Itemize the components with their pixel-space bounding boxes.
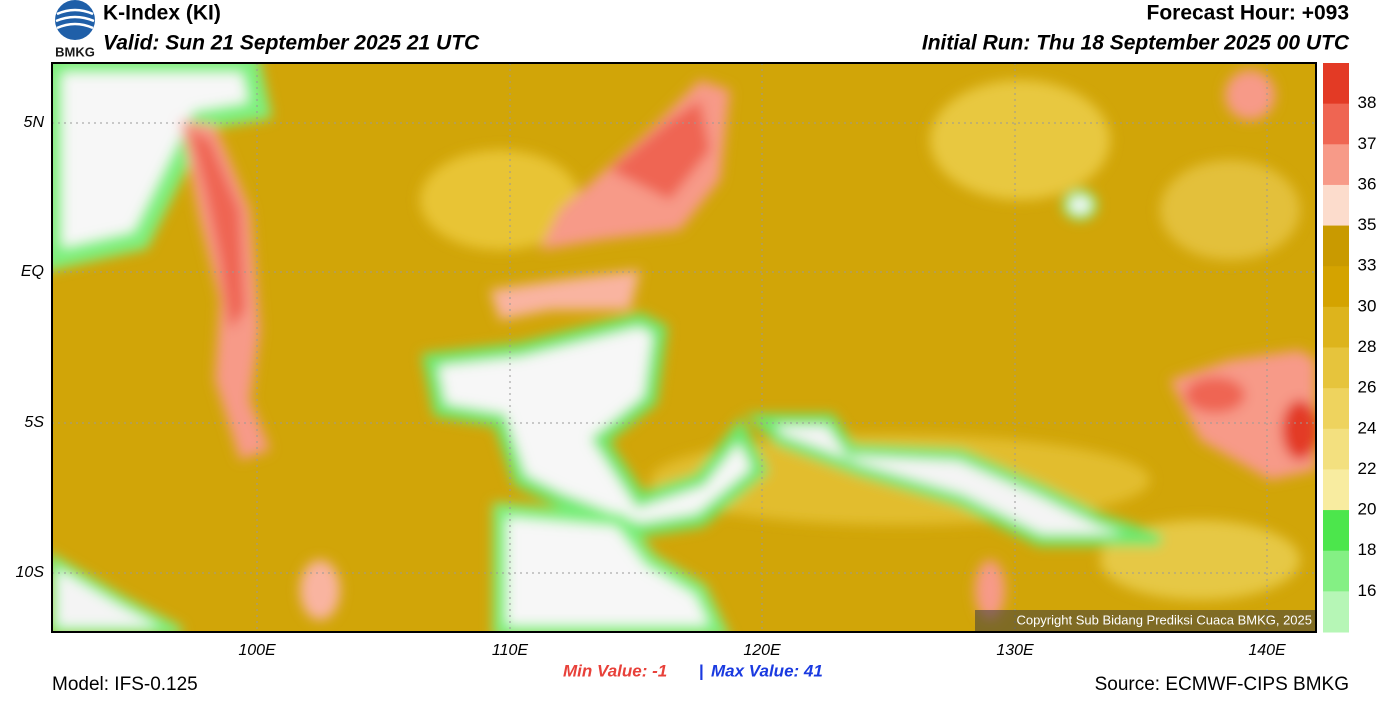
map-frame (51, 62, 1317, 633)
colorbar-band (1323, 550, 1349, 592)
colorbar-label: 22 (1358, 459, 1377, 478)
separator: | (699, 661, 704, 680)
graticule: 5N EQ 5S 10S 100E 110E 120E 130E 140E (16, 63, 1316, 659)
colorbar-label: 38 (1358, 93, 1377, 112)
min-value: Min Value: -1 (563, 661, 667, 680)
colorbar-band (1323, 63, 1349, 105)
lat-label: EQ (21, 263, 44, 280)
colorbar-band (1323, 184, 1349, 227)
lon-label: 130E (996, 642, 1034, 659)
title: K-Index (KI) (103, 2, 221, 25)
lat-label: 5S (24, 414, 44, 431)
colorbar-label: 20 (1358, 500, 1377, 519)
lon-label: 110E (492, 642, 529, 659)
colorbar-band (1323, 306, 1349, 348)
logo-text: BMKG (55, 44, 95, 59)
lon-label: 140E (1248, 642, 1286, 659)
logo: BMKG (55, 0, 95, 59)
lon-label: 100E (238, 642, 276, 659)
map-field (52, 63, 1316, 632)
lat-label: 5N (24, 114, 45, 131)
colorbar-label: 28 (1358, 337, 1377, 356)
colorbar-band (1323, 225, 1349, 267)
colorbar-band (1323, 428, 1349, 470)
colorbar-band (1323, 347, 1349, 389)
colorbar-label: 26 (1358, 378, 1377, 397)
lon-label: 120E (743, 642, 781, 659)
lat-label: 10S (16, 564, 45, 581)
colorbar-band (1323, 388, 1349, 430)
colorbar-band (1323, 103, 1349, 145)
colorbar-label: 35 (1358, 215, 1377, 234)
colorbar-band (1323, 469, 1349, 511)
colorbar: 38 37 36 35 33 30 28 26 24 22 20 18 16 (1323, 63, 1376, 633)
colorbar-label: 24 (1358, 418, 1377, 437)
model: Model: IFS-0.125 (52, 674, 198, 695)
colorbar-label: 30 (1358, 296, 1377, 315)
initial-run: Initial Run: Thu 18 September 2025 00 UT… (922, 32, 1350, 55)
colorbar-band (1323, 510, 1349, 552)
colorbar-band (1323, 144, 1349, 186)
colorbar-label: 16 (1358, 581, 1377, 600)
copyright-box (975, 610, 1315, 631)
colorbar-label: 18 (1358, 540, 1377, 559)
source: Source: ECMWF-CIPS BMKG (1095, 674, 1349, 695)
forecast-hour: Forecast Hour: +093 (1147, 2, 1350, 25)
colorbar-band (1323, 591, 1349, 633)
valid-time: Valid: Sun 21 September 2025 21 UTC (103, 32, 480, 55)
colorbar-band (1323, 266, 1349, 308)
max-value: Max Value: 41 (711, 661, 823, 680)
copyright: Copyright Sub Bidang Prediksi Cuaca BMKG… (1016, 612, 1312, 627)
colorbar-label: 37 (1358, 134, 1377, 153)
colorbar-label: 33 (1358, 256, 1377, 275)
colorbar-label: 36 (1358, 174, 1377, 193)
